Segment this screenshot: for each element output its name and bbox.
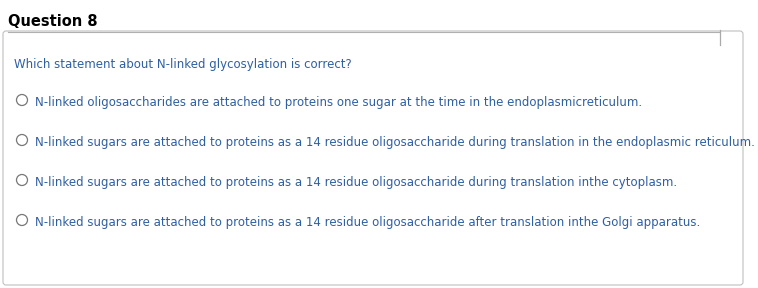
Text: N-linked sugars are attached to proteins as a 14 residue oligosaccharide during : N-linked sugars are attached to proteins… xyxy=(35,176,677,189)
Text: Question 8: Question 8 xyxy=(8,14,98,29)
FancyBboxPatch shape xyxy=(3,31,743,285)
Text: N-linked sugars are attached to proteins as a 14 residue oligosaccharide during : N-linked sugars are attached to proteins… xyxy=(35,136,755,149)
Text: N-linked sugars are attached to proteins as a 14 residue oligosaccharide after t: N-linked sugars are attached to proteins… xyxy=(35,216,700,229)
Text: Which statement about N-linked glycosylation is correct?: Which statement about N-linked glycosyla… xyxy=(14,58,352,71)
Text: N-linked oligosaccharides are attached to proteins one sugar at the time in the : N-linked oligosaccharides are attached t… xyxy=(35,96,642,109)
